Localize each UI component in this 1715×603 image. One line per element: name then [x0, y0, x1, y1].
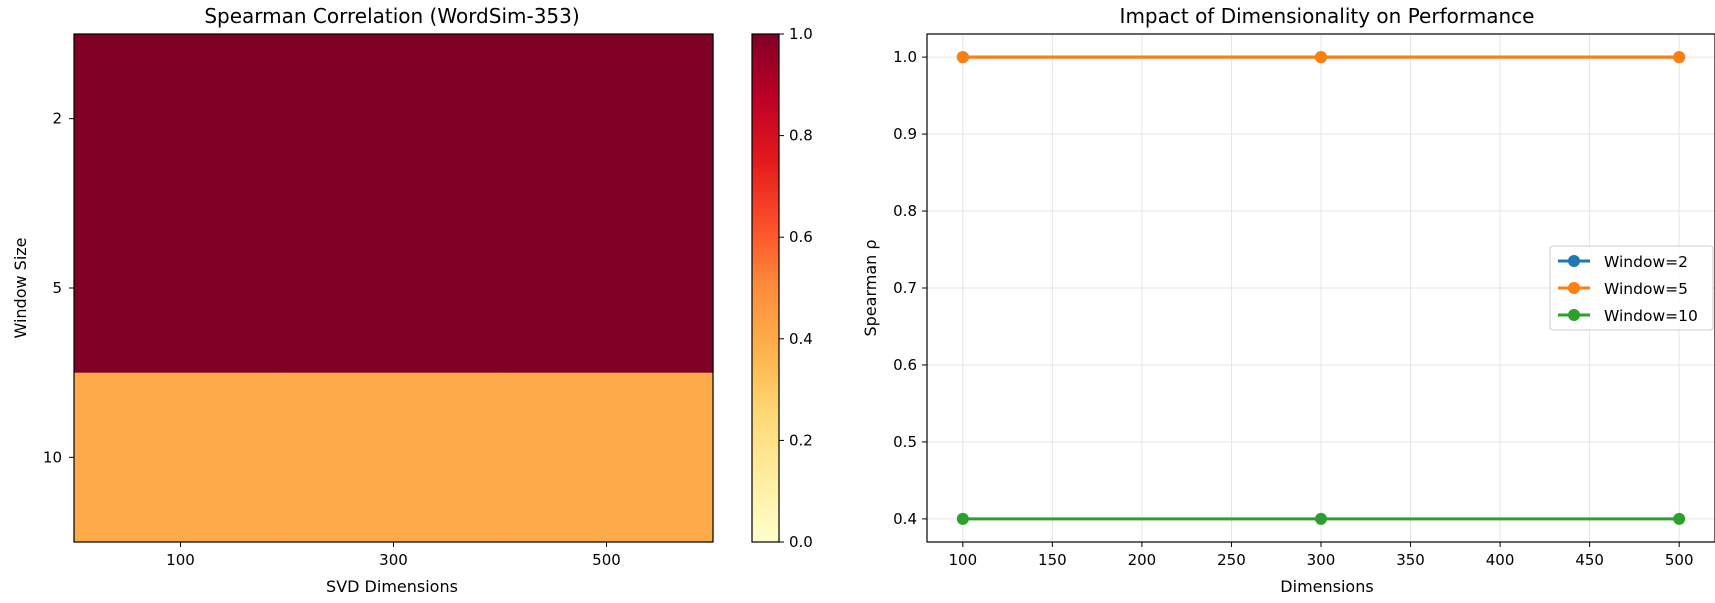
line-x-tick-label: 250 — [1217, 551, 1246, 569]
legend-label: Window=2 — [1604, 253, 1688, 271]
heatmap-cell — [287, 372, 501, 543]
heatmap-cell — [287, 34, 501, 204]
line-x-tick-label: 350 — [1396, 551, 1425, 569]
legend-item: Window=5 — [1558, 280, 1688, 298]
heatmap-cell — [500, 372, 714, 543]
legend-label: Window=10 — [1604, 307, 1698, 325]
series-point — [1673, 512, 1686, 525]
line-y-tick-label: 1.0 — [893, 48, 917, 66]
line-y-tick-label: 0.6 — [893, 356, 917, 374]
series-window-5 — [956, 51, 1686, 64]
line-legend: Window=2 Window=5 Window=10 — [1549, 245, 1714, 331]
heatmap-y-ticks: 2 5 10 — [43, 110, 74, 466]
heatmap-cell — [74, 34, 288, 204]
heatmap-y-tick-label: 10 — [43, 448, 62, 466]
colorbar-gradient — [751, 33, 780, 543]
heatmap-cell — [500, 203, 714, 374]
series-point — [956, 512, 969, 525]
heatmap-y-label: Window Size — [11, 237, 30, 338]
heatmap-chart: Spearman Correlation (WordSim-353) 100 30… — [11, 4, 813, 596]
line-y-tick-label: 0.9 — [893, 125, 917, 143]
heatmap-x-tick-label: 300 — [379, 551, 408, 569]
line-x-tick-label: 450 — [1575, 551, 1604, 569]
line-y-ticks: 0.4 0.5 0.6 0.7 0.8 0.9 1.0 — [893, 48, 927, 528]
legend-item: Window=10 — [1558, 307, 1698, 325]
line-y-tick-label: 0.5 — [893, 433, 917, 451]
series-point — [1315, 512, 1327, 525]
colorbar-tick-label: 0.2 — [789, 431, 813, 449]
line-x-tick-label: 400 — [1486, 551, 1515, 569]
series-window-10 — [956, 512, 1686, 525]
legend-marker — [1568, 282, 1580, 294]
line-x-label: Dimensions — [1280, 577, 1373, 596]
colorbar-tick-label: 0.8 — [789, 127, 813, 145]
line-title: Impact of Dimensionality on Performance — [1120, 4, 1535, 28]
heatmap-title: Spearman Correlation (WordSim-353) — [204, 4, 579, 28]
heatmap-cell — [287, 203, 501, 374]
heatmap-y-tick-label: 2 — [52, 110, 62, 128]
line-y-tick-label: 0.7 — [893, 279, 917, 297]
heatmap-x-tick-label: 500 — [592, 551, 621, 569]
line-y-tick-label: 0.8 — [893, 202, 917, 220]
legend-item: Window=2 — [1558, 253, 1688, 271]
colorbar-tick-label: 0.0 — [789, 533, 813, 551]
colorbar: 0.0 0.2 0.4 0.6 0.8 1.0 — [751, 25, 813, 551]
line-y-label: Spearman ρ — [861, 239, 880, 336]
legend-marker — [1568, 309, 1580, 321]
colorbar-tick-label: 1.0 — [789, 25, 813, 43]
line-x-ticks: 100 150 200 250 300 350 400 450 500 — [948, 542, 1694, 569]
line-x-tick-label: 200 — [1128, 551, 1157, 569]
line-x-tick-label: 150 — [1038, 551, 1067, 569]
line-chart: Impact of Dimensionality on Performance … — [861, 4, 1715, 596]
colorbar-tick-label: 0.6 — [789, 228, 813, 246]
legend-box — [1549, 245, 1714, 331]
heatmap-y-tick-label: 5 — [52, 279, 62, 297]
heatmap-cells — [74, 34, 714, 543]
heatmap-cell — [500, 34, 714, 204]
heatmap-x-label: SVD Dimensions — [326, 577, 458, 596]
colorbar-tick-label: 0.4 — [789, 330, 813, 348]
line-x-tick-label: 300 — [1307, 551, 1336, 569]
heatmap-x-ticks: 100 300 500 — [166, 542, 621, 569]
line-series — [956, 51, 1686, 525]
heatmap-cell — [74, 372, 288, 543]
line-x-tick-label: 500 — [1665, 551, 1694, 569]
legend-label: Window=5 — [1604, 280, 1688, 298]
heatmap-x-tick-label: 100 — [166, 551, 195, 569]
line-y-tick-label: 0.4 — [893, 510, 917, 528]
colorbar-ticks: 0.0 0.2 0.4 0.6 0.8 1.0 — [779, 25, 813, 551]
legend-marker — [1568, 255, 1580, 267]
series-point — [1315, 51, 1327, 64]
series-point — [1673, 51, 1686, 64]
heatmap-cell — [74, 203, 288, 374]
line-x-tick-label: 100 — [948, 551, 977, 569]
series-point — [956, 51, 969, 64]
